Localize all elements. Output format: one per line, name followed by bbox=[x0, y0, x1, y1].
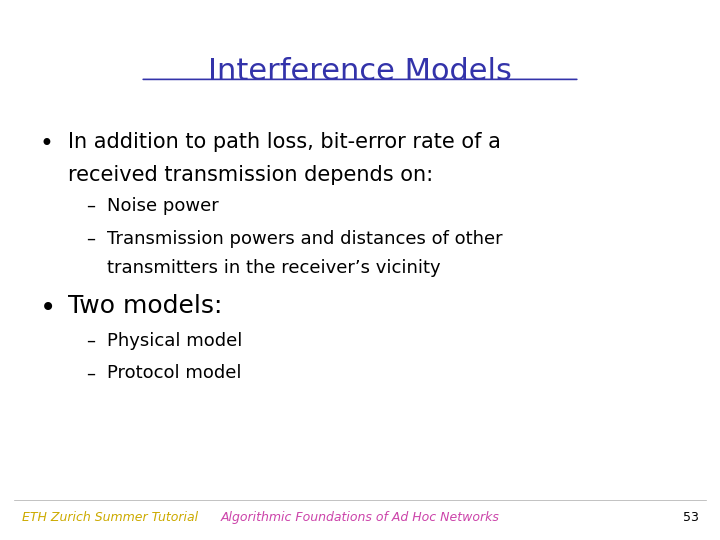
Text: 53: 53 bbox=[683, 511, 698, 524]
Text: Two models:: Two models: bbox=[68, 294, 222, 318]
Text: Noise power: Noise power bbox=[107, 197, 218, 215]
Text: In addition to path loss, bit-error rate of a: In addition to path loss, bit-error rate… bbox=[68, 132, 501, 152]
Text: Interference Models: Interference Models bbox=[208, 57, 512, 86]
Text: Protocol model: Protocol model bbox=[107, 364, 241, 382]
Text: Algorithmic Foundations of Ad Hoc Networks: Algorithmic Foundations of Ad Hoc Networ… bbox=[220, 511, 500, 524]
Text: •: • bbox=[40, 294, 56, 322]
Text: Physical model: Physical model bbox=[107, 332, 242, 350]
Text: –: – bbox=[86, 230, 95, 247]
Text: •: • bbox=[40, 132, 53, 156]
Text: –: – bbox=[86, 197, 95, 215]
Text: ETH Zurich Summer Tutorial: ETH Zurich Summer Tutorial bbox=[22, 511, 198, 524]
Text: –: – bbox=[86, 364, 95, 382]
Text: transmitters in the receiver’s vicinity: transmitters in the receiver’s vicinity bbox=[107, 259, 440, 277]
Text: –: – bbox=[86, 332, 95, 350]
Text: Transmission powers and distances of other: Transmission powers and distances of oth… bbox=[107, 230, 502, 247]
Text: received transmission depends on:: received transmission depends on: bbox=[68, 165, 433, 185]
